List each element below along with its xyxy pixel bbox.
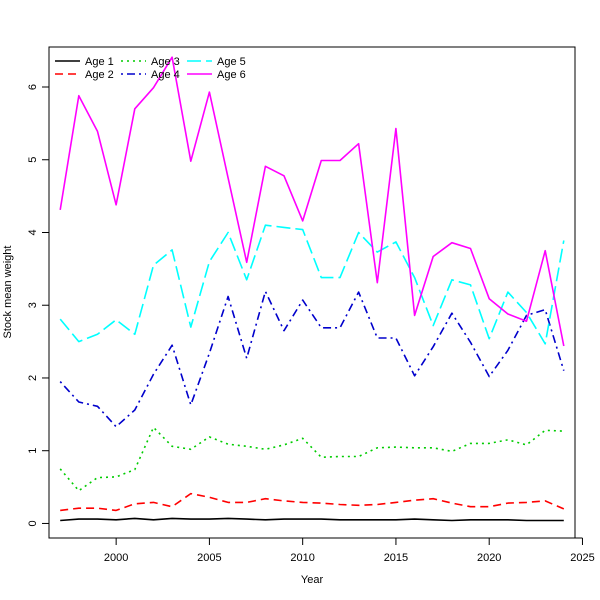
y-tick-label: 5 <box>27 157 39 163</box>
x-tick-label: 2005 <box>197 552 221 564</box>
series-line-age-4 <box>59 290 565 428</box>
x-axis-title: Year <box>301 574 324 586</box>
series-line-age-1 <box>60 517 564 522</box>
x-tick-label: 2010 <box>290 552 314 564</box>
y-axis-title: Stock mean weight <box>2 246 14 339</box>
x-tick-label: 2025 <box>570 552 594 564</box>
plot-series <box>59 56 565 522</box>
series-line-age-2 <box>60 492 565 512</box>
x-tick-label: 2000 <box>104 552 128 564</box>
x-tick-label: 2015 <box>384 552 408 564</box>
legend-label: Age 5 <box>217 56 246 68</box>
y-tick-label: 4 <box>27 229 39 235</box>
legend-label: Age 3 <box>151 56 180 68</box>
y-tick-label: 2 <box>27 375 39 381</box>
y-tick-label: 0 <box>27 520 39 526</box>
series-line-age-6 <box>59 56 565 347</box>
legend-label: Age 6 <box>217 69 246 81</box>
legend-label: Age 2 <box>85 69 114 81</box>
y-axis: 0 1 2 3 4 5 6 <box>27 84 50 527</box>
series-line-age-5 <box>59 224 565 345</box>
x-axis: 2000 2005 2010 2015 2020 2025 <box>104 537 595 564</box>
y-tick-label: 6 <box>27 84 39 90</box>
y-tick-label: 1 <box>27 448 39 454</box>
x-tick-label: 2020 <box>477 552 501 564</box>
y-tick-label: 3 <box>27 302 39 308</box>
legend-label: Age 1 <box>85 56 114 68</box>
legend-label: Age 4 <box>151 69 180 81</box>
